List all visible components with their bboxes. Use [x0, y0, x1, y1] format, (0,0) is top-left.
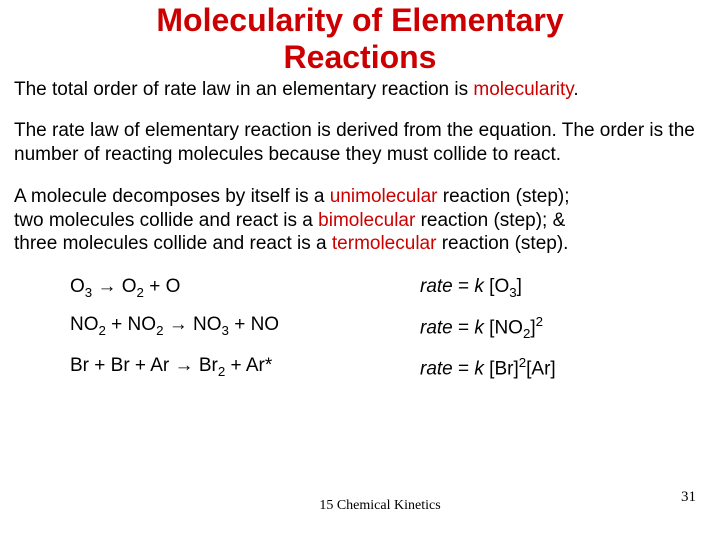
paragraph-3: A molecule decomposes by itself is a uni…: [0, 185, 720, 256]
eq1-o3a: O: [70, 276, 85, 297]
eq1-o2: O: [122, 276, 137, 297]
eq1-right: rate = k [O3]: [420, 276, 522, 300]
eq2-plus: + NO: [106, 314, 156, 335]
equation-row-3: Br + Br + Ar → Br2 + Ar* rate = k [Br]2[…: [70, 355, 720, 380]
arrow-icon: →: [163, 314, 193, 335]
p3c-hl: termolecular: [332, 233, 437, 254]
eq3-br: [Br]: [484, 358, 519, 379]
eq2-no2a: NO: [70, 314, 99, 335]
eq1-rsub: 3: [509, 285, 516, 300]
eq2-eq: =: [453, 317, 475, 338]
eq1-k: k: [474, 276, 484, 297]
footer: 15 Chemical Kinetics: [0, 498, 720, 514]
paragraph-1: The total order of rate law in an elemen…: [0, 78, 720, 102]
eq1-o: + O: [144, 276, 180, 297]
eq3-ar: [Ar]: [526, 358, 556, 379]
eq3-k: k: [474, 358, 484, 379]
eq2-left: NO2 + NO2 → NO3 + NO: [70, 314, 420, 338]
title-line-2: Reactions: [284, 39, 437, 75]
p1-highlight: molecularity: [473, 79, 573, 100]
eq3-left: Br + Br + Ar → Br2 + Ar*: [70, 355, 420, 379]
footer-text: 15 Chemical Kinetics: [319, 498, 440, 514]
eq3-rate: rate: [420, 358, 453, 379]
eq3-eq: =: [453, 358, 475, 379]
eq2-rate: rate: [420, 317, 453, 338]
eq3-text: Br + Br + Ar → Br: [70, 355, 218, 376]
p3a-2: reaction (step);: [438, 186, 570, 207]
p3a-hl: unimolecular: [330, 186, 438, 207]
paragraph-2: The rate law of elementary reaction is d…: [0, 119, 720, 167]
eq1-left: O3 → O2 + O: [70, 276, 420, 300]
p3c-2: reaction (step).: [436, 233, 568, 254]
p3b-2: reaction (step); &: [415, 210, 565, 231]
equation-row-1: O3 → O2 + O rate = k [O3]: [70, 276, 720, 300]
p3b-hl: bimolecular: [318, 210, 415, 231]
page-number: 31: [681, 489, 696, 506]
eq1-sub2: 2: [137, 285, 144, 300]
p3a-1: A molecule decomposes by itself is a: [14, 186, 330, 207]
eq2-sup: 2: [536, 314, 543, 329]
eq1-br: [O: [484, 276, 509, 297]
eq2-right: rate = k [NO2]2: [420, 314, 543, 341]
title-line-1: Molecularity of Elementary: [156, 2, 563, 38]
eq2-br: [NO: [484, 317, 523, 338]
p3b-1: two molecules collide and react is a: [14, 210, 318, 231]
eq1-eq: =: [453, 276, 475, 297]
eq1-close: ]: [517, 276, 522, 297]
p1-text-1: The total order of rate law in an elemen…: [14, 79, 473, 100]
slide-title: Molecularity of Elementary Reactions: [0, 0, 720, 76]
eq3-end: + Ar*: [225, 355, 272, 376]
eq2-k: k: [474, 317, 484, 338]
eq1-rate: rate: [420, 276, 453, 297]
eq2-no3: NO: [193, 314, 222, 335]
p3c-1: three molecules collide and react is a: [14, 233, 332, 254]
arrow-icon: →: [92, 276, 122, 297]
eq2-sub3: 3: [222, 323, 229, 338]
eq3-right: rate = k [Br]2[Ar]: [420, 355, 556, 380]
equation-block: O3 → O2 + O rate = k [O3] NO2 + NO2 → NO…: [0, 276, 720, 380]
equation-row-2: NO2 + NO2 → NO3 + NO rate = k [NO2]2: [70, 314, 720, 341]
eq2-sub1: 2: [99, 323, 106, 338]
p1-text-2: .: [573, 79, 578, 100]
eq2-no: + NO: [229, 314, 279, 335]
